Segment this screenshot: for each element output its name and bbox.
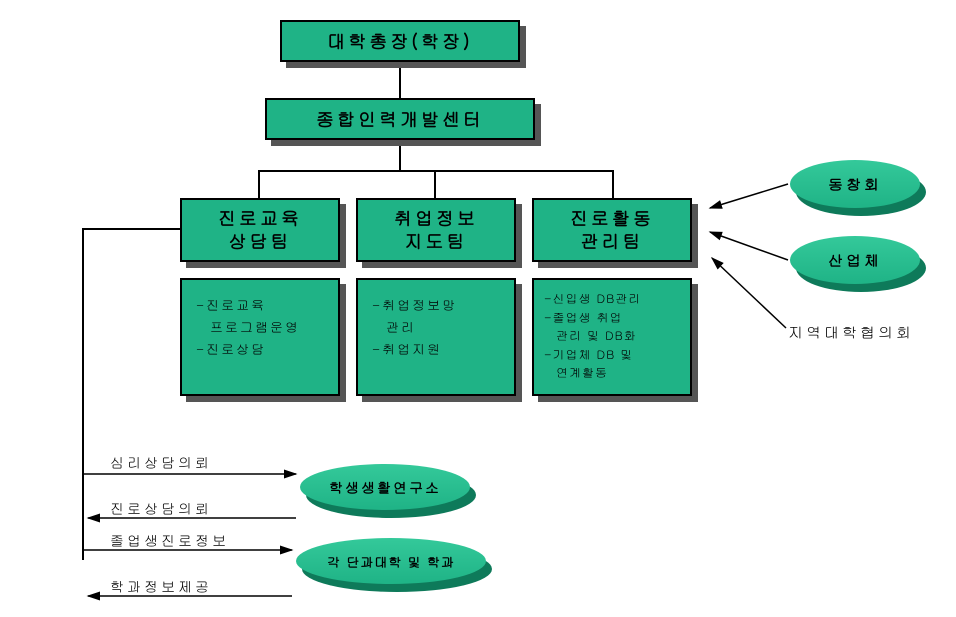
center-label: 종합인력개발센터 <box>316 107 484 132</box>
left-label-4: 학과정보제공 <box>110 576 212 596</box>
detail3-item3: -기업체 DB 및 <box>544 346 684 365</box>
lab-label: 학생생활연구소 <box>329 477 441 497</box>
conn-t3 <box>612 170 614 198</box>
team2-line1: 취업정보 <box>394 207 478 230</box>
team1-box: 진로교육 상담팀 <box>180 198 340 262</box>
dept-label: 각 단과대학 및 학과 <box>327 552 455 571</box>
industry-label: 산업체 <box>828 250 882 271</box>
center-box: 종합인력개발센터 <box>265 98 535 140</box>
detail1-item2: -진로상담 <box>196 338 328 360</box>
alumni-disc: 동창회 <box>790 160 920 208</box>
team3-box: 진로활동 관리팀 <box>532 198 692 262</box>
detail2-item0: -취업정보망 <box>372 294 504 316</box>
dept-disc: 각 단과대학 및 학과 <box>296 538 486 584</box>
team3-line2: 관리팀 <box>581 230 644 253</box>
detail3-item0: -신입생 DB관리 <box>544 290 684 309</box>
conn-t1 <box>258 170 260 198</box>
conn-left-to-team1 <box>82 228 180 230</box>
detail1-box: -진로교육 프로그램운영 -진로상담 <box>180 278 340 396</box>
team1-line2: 상담팀 <box>229 230 292 253</box>
team1-line1: 진로교육 <box>218 207 302 230</box>
detail2-item2: -취업지원 <box>372 338 504 360</box>
left-label-1: 심리상담의뢰 <box>110 452 212 472</box>
left-label-2: 진로상담의뢰 <box>110 498 212 518</box>
team2-box: 취업정보 지도팀 <box>356 198 516 262</box>
council-label: 지역대학협의회 <box>788 322 914 343</box>
detail1-item1: 프로그램운영 <box>196 316 328 338</box>
conn-left-vert-ext <box>82 558 84 560</box>
alumni-label: 동창회 <box>828 174 882 195</box>
detail2-box: -취업정보망 관리 -취업지원 <box>356 278 516 396</box>
president-label: 대학총장(학장) <box>327 29 473 54</box>
detail3-item1: -졸업생 취업 <box>544 309 684 328</box>
conn-horiz <box>258 170 614 172</box>
left-label-3: 졸업생진로정보 <box>110 530 229 550</box>
president-box: 대학총장(학장) <box>280 20 520 62</box>
conn-t2 <box>434 170 436 198</box>
team3-line1: 진로활동 <box>570 207 654 230</box>
detail3-box: -신입생 DB관리 -졸업생 취업 관리 및 DB화 -기업체 DB 및 연계활… <box>532 278 692 396</box>
detail1-item0: -진로교육 <box>196 294 328 316</box>
team2-line2: 지도팀 <box>405 230 468 253</box>
conn-left-vert <box>82 228 84 560</box>
lab-disc: 학생생활연구소 <box>300 464 470 510</box>
detail3-item2: 관리 및 DB화 <box>544 327 684 346</box>
detail2-item1: 관리 <box>372 316 504 338</box>
detail3-item4: 연계활동 <box>544 364 684 383</box>
industry-disc: 산업체 <box>790 236 920 284</box>
